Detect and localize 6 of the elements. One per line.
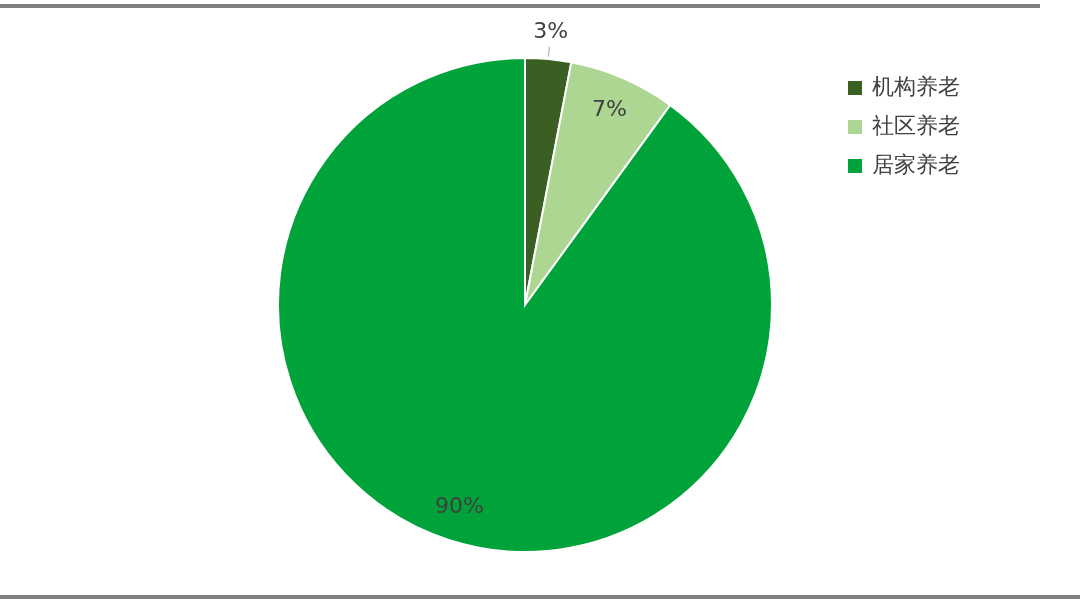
legend-label: 居家养老 <box>872 152 960 177</box>
data-label: 90% <box>434 493 484 519</box>
data-label: 7% <box>591 96 627 122</box>
legend-label: 社区养老 <box>872 113 960 138</box>
legend-label: 机构养老 <box>872 74 960 99</box>
data-label: 3% <box>533 18 569 44</box>
